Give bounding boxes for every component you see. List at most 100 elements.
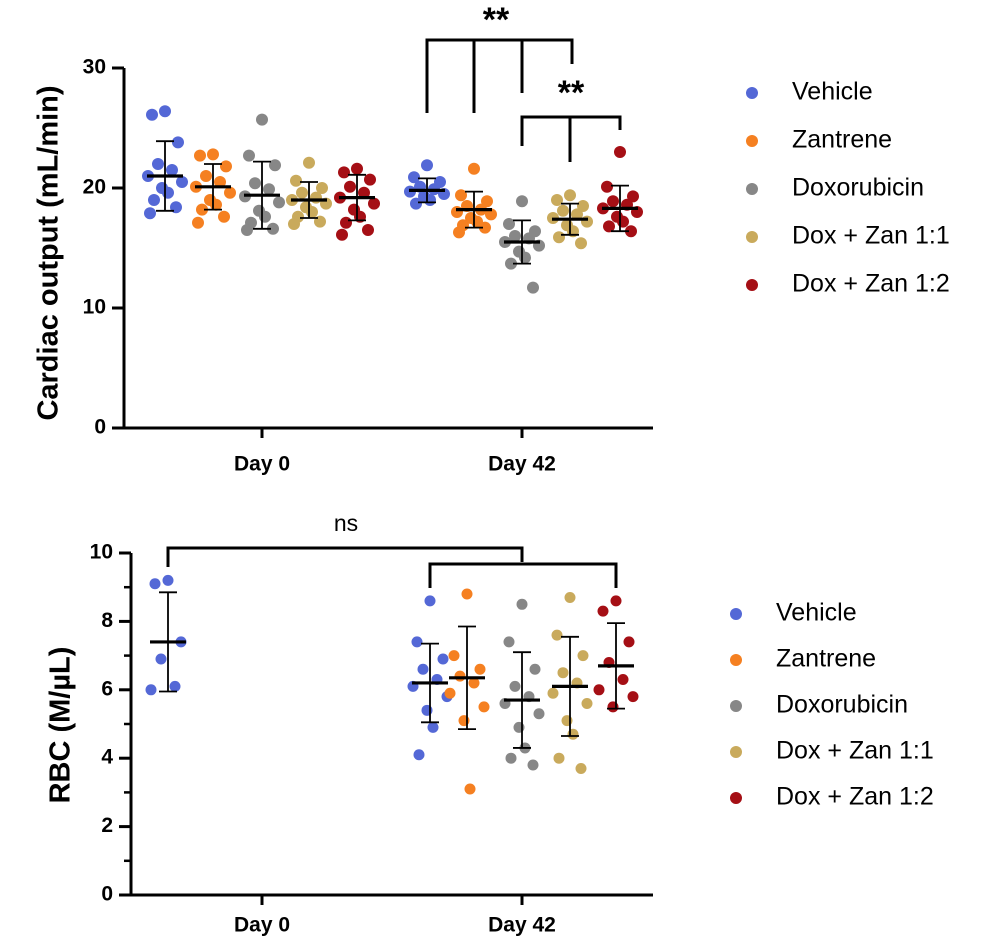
cardiac-output-panel: Cardiac output (mL/min) 0 10 20 30 Day 0 Da… <box>33 1 950 476</box>
top-doxorubicin-day-0-point-8 <box>259 210 271 223</box>
bottom-doxorubicin-day-42-point-1 <box>503 636 515 648</box>
top-x-tick-day-42: Day 42 <box>488 453 556 476</box>
bottom-y-tick-label-8: 8 <box>101 609 113 632</box>
top-zantrene-day-0-point-0 <box>207 148 219 161</box>
top-legend-marker-dox-zan-1-2 <box>746 279 758 291</box>
top-zantrene-day-0-point-9 <box>196 203 208 216</box>
bottom-vehicle-day-42-point-2 <box>437 653 449 665</box>
bottom-legend-label-doxorubicin: Doxorubicin <box>776 691 908 719</box>
bottom-zantrene-day-42-point-1 <box>448 650 460 662</box>
top-vehicle-day-0-point-11 <box>144 207 156 220</box>
bottom-legend-label-dox-zan-1-2: Dox + Zan 1:2 <box>776 783 934 811</box>
top-vehicle-day-42-point-9 <box>410 197 422 210</box>
bottom-vehicle-day-42-point-8 <box>427 721 439 733</box>
top-legend-marker-dox-zan-1-1 <box>746 231 758 243</box>
bottom-y-tick-label-2: 2 <box>101 814 113 837</box>
top-doxorubicin-day-42-point-10 <box>527 281 539 294</box>
top-dox-zan-1-1-day-42-point-2 <box>577 200 589 212</box>
top-dox-zan-1-1-day-0-point-2 <box>316 182 328 194</box>
bottom-dox-zan-1-2-day-42-point-1 <box>597 605 609 617</box>
top-vehicle-day-42-point-8 <box>424 194 436 206</box>
top-dox-zan-1-2-day-0-point-3 <box>344 180 356 193</box>
top-doxorubicin-day-0-point-4 <box>263 183 275 196</box>
bottom-legend-label-zantrene: Zantrene <box>776 645 876 673</box>
bottom-day-0-group <box>145 574 187 696</box>
top-legend: Vehicle Zantrene Doxorubicin Dox + Zan 1:1 D… <box>746 78 950 298</box>
top-y-axis-label: Cardiac output (mL/min) <box>33 85 65 420</box>
bottom-dox-zan-1-1-day-42-point-9 <box>553 752 565 764</box>
bottom-dox-zan-1-2-day-42-point-6 <box>627 691 639 703</box>
top-zantrene-day-0 <box>190 148 236 229</box>
top-dox-zan-1-1-day-42-point-1 <box>551 194 563 206</box>
top-dox-zan-1-1-day-0-point-4 <box>310 191 322 204</box>
top-dox-zan-1-2-day-0-point-2 <box>364 173 376 186</box>
top-dox-zan-1-1-day-0 <box>286 156 332 230</box>
top-bracket-2 <box>520 115 622 162</box>
top-doxorubicin-day-0-point-0 <box>256 113 268 126</box>
top-x-tick-day-0: Day 0 <box>234 453 290 476</box>
top-dox-zan-1-2-day-0-point-0 <box>351 162 363 175</box>
top-dox-zan-1-1-day-0-point-8 <box>306 206 318 218</box>
bottom-zantrene-day-42-point-6 <box>478 701 490 713</box>
top-legend-label-zantrene: Zantrene <box>792 126 892 154</box>
top-vehicle-day-0-point-0 <box>159 105 171 118</box>
bottom-legend-label-dox-zan-1-1: Dox + Zan 1:1 <box>776 737 934 765</box>
top-legend-label-dox-zan-1-2: Dox + Zan 1:2 <box>792 270 950 298</box>
bottom-doxorubicin-day-42 <box>499 598 545 771</box>
bottom-zantrene-day-42 <box>444 588 490 795</box>
top-vehicle-day-0-point-6 <box>176 176 188 188</box>
bottom-day-0-group-point-4 <box>169 680 181 692</box>
bottom-zantrene-day-42-point-3 <box>454 670 466 682</box>
bottom-zantrene-day-42-point-8 <box>464 783 476 795</box>
top-vehicle-day-0-point-1 <box>146 108 158 121</box>
top-dox-zan-1-1-day-0-point-3 <box>296 186 308 199</box>
top-dox-zan-1-1-day-42-point-4 <box>571 208 583 221</box>
top-vehicle-day-0-point-3 <box>152 158 164 170</box>
top-doxorubicin-day-0-point-2 <box>269 159 281 172</box>
top-dox-zan-1-1-day-42 <box>547 189 593 250</box>
bottom-legend-label-vehicle: Vehicle <box>776 599 857 627</box>
top-bracket-1 <box>425 38 574 113</box>
top-dox-zan-1-2-day-42-point-8 <box>617 215 629 228</box>
top-vehicle-day-42-point-1 <box>408 171 420 184</box>
top-zantrene-day-42-point-6 <box>485 208 497 221</box>
bottom-vehicle-day-42-point-9 <box>413 749 425 761</box>
top-zantrene-day-0-point-3 <box>200 170 212 182</box>
top-dox-zan-1-2-day-0-point-4 <box>358 186 370 199</box>
bottom-y-tick-label-0: 0 <box>101 883 113 906</box>
top-vehicle-day-0-point-8 <box>162 186 174 199</box>
top-dox-zan-1-1-day-42-point-0 <box>564 189 576 202</box>
top-doxorubicin-day-42-point-8 <box>519 251 531 264</box>
bottom-dox-zan-1-1-day-42-point-1 <box>551 629 563 641</box>
top-y-tick-label-0: 0 <box>94 416 106 439</box>
top-doxorubicin-day-0-point-6 <box>273 196 285 209</box>
bottom-vehicle-day-42-point-0 <box>424 595 436 607</box>
top-dox-zan-1-1-day-0-point-1 <box>290 174 302 187</box>
bottom-y-tick-label-6: 6 <box>101 677 113 700</box>
top-zantrene-day-42-point-5 <box>451 206 463 218</box>
bottom-doxorubicin-day-42-point-0 <box>516 598 528 610</box>
bottom-y-axis-label: RBC (M/µL) <box>45 647 77 804</box>
bottom-zantrene-day-42-point-4 <box>468 677 480 689</box>
bottom-dox-zan-1-2-day-42-point-2 <box>623 636 635 648</box>
top-doxorubicin-day-0-point-10 <box>267 222 279 235</box>
top-legend-label-dox-zan-1-1: Dox + Zan 1:1 <box>792 222 950 250</box>
top-legend-marker-vehicle <box>746 87 758 99</box>
bottom-dox-zan-1-2-day-42-point-4 <box>617 674 629 686</box>
bottom-legend-marker-dox-zan-1-1 <box>730 746 742 758</box>
top-vehicle-day-0-point-4 <box>166 164 178 176</box>
bottom-dox-zan-1-2-day-42 <box>593 595 639 713</box>
top-legend-label-doxorubicin: Doxorubicin <box>792 174 924 202</box>
top-zantrene-day-42-point-11 <box>453 226 465 239</box>
top-dox-zan-1-2-day-0-point-10 <box>362 224 374 236</box>
bottom-bracket-label: ns <box>334 510 358 536</box>
top-vehicle-day-0-point-9 <box>148 194 160 206</box>
bottom-y-tick-label-4: 4 <box>101 746 113 769</box>
top-zantrene-day-0-point-10 <box>218 210 230 223</box>
bottom-y-axis: 0 2 4 6 8 10 <box>90 541 133 906</box>
top-doxorubicin-day-42-point-3 <box>509 230 521 242</box>
top-dox-zan-1-2-day-0 <box>334 162 380 241</box>
top-zantrene-day-42-point-2 <box>481 195 493 208</box>
rbc-panel: RBC (M/µL) 0 2 4 6 8 10 Day 0 Day 42 ns Vehic… <box>45 510 934 936</box>
